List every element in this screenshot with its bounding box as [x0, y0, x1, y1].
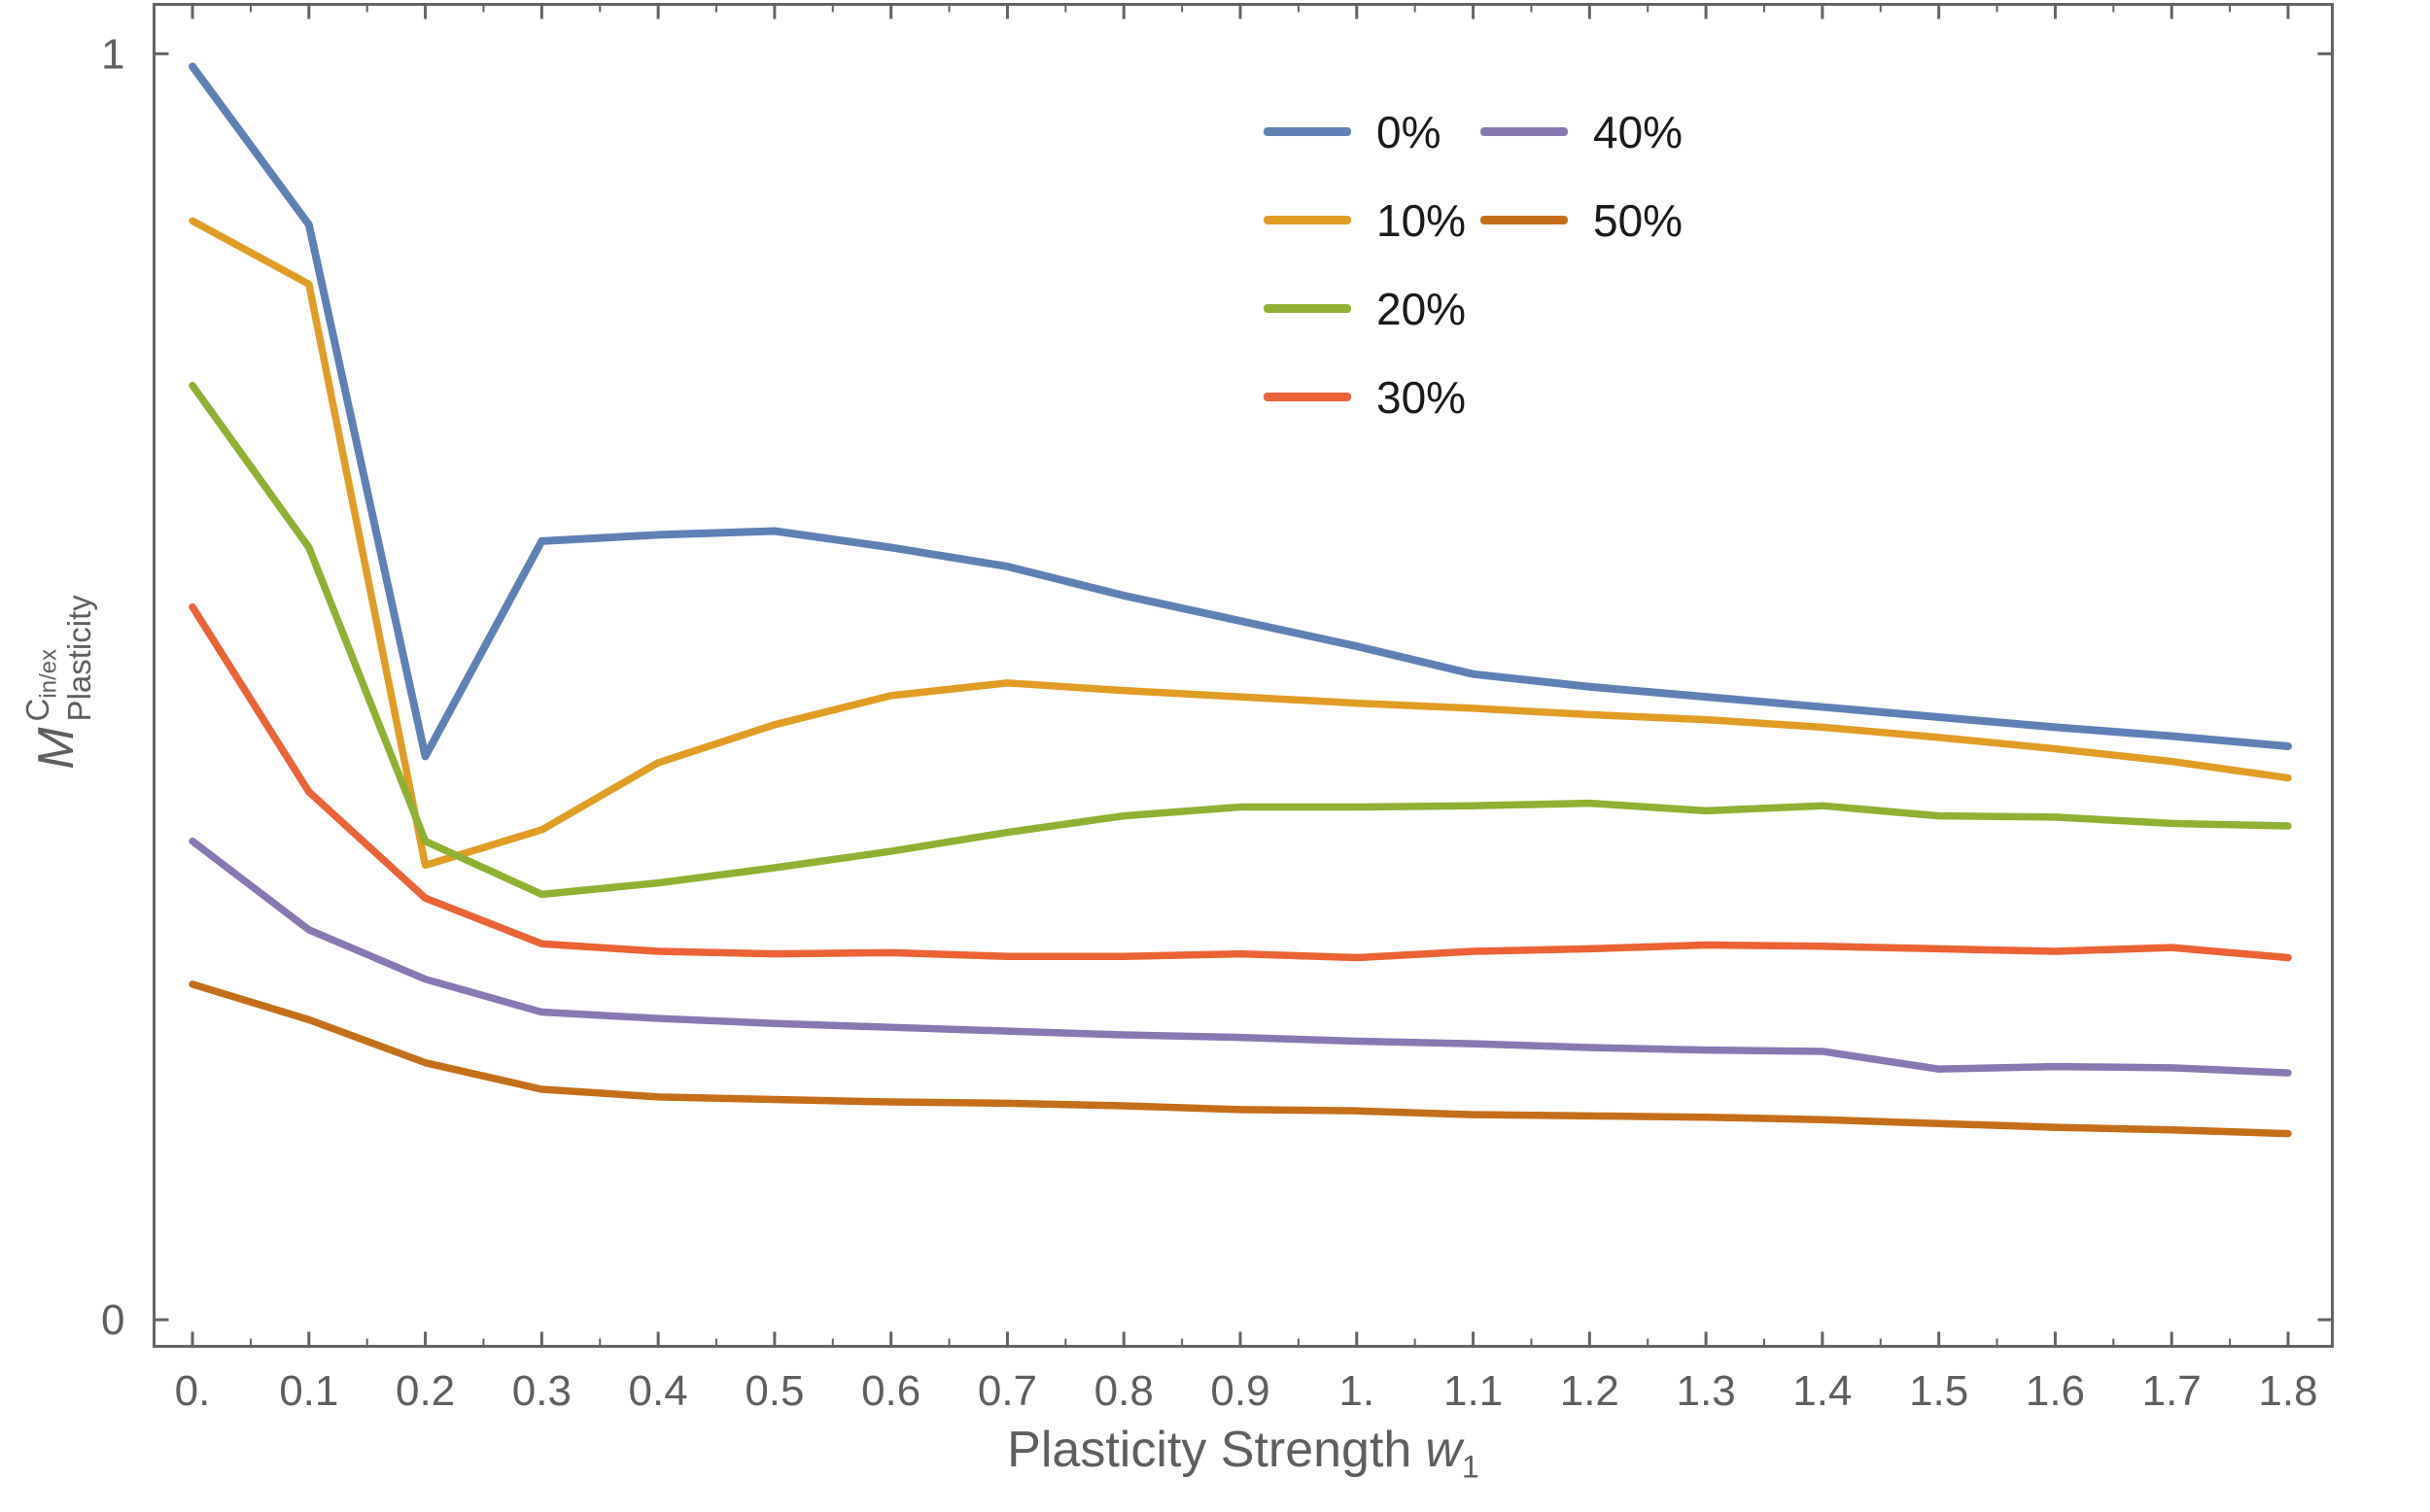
x-tick-label: 0.4 — [629, 1367, 688, 1415]
series-line-30% — [189, 602, 2292, 962]
x-tick-label: 0. — [175, 1367, 211, 1415]
x-axis-label-text: Plasticity Strength — [1007, 1422, 1412, 1478]
x-tick-label: 1.2 — [1560, 1367, 1619, 1415]
legend-label-40%: 40% — [1593, 106, 1684, 157]
y-axis-label: M Cin/ex Plasticity — [0, 391, 115, 974]
legend-item-20%: 20% — [1264, 264, 1480, 353]
legend-label-50%: 50% — [1593, 194, 1684, 246]
y-axis-label-base: M — [28, 727, 85, 770]
x-axis-label-variable-subscript: 1 — [1461, 1449, 1479, 1485]
legend-item-0%: 0% — [1264, 87, 1480, 176]
legend-item-40%: 40% — [1480, 87, 1697, 176]
x-tick-label: 0.6 — [861, 1367, 920, 1415]
legend-swatch-20% — [1264, 304, 1351, 313]
legend-item-10%: 10% — [1264, 176, 1480, 264]
x-tick-label: 1.7 — [2142, 1367, 2202, 1415]
legend-swatch-0% — [1264, 127, 1351, 136]
x-tick-label: 0.7 — [978, 1367, 1037, 1415]
legend-swatch-10% — [1264, 216, 1351, 224]
y-tick-label: 0 — [101, 1296, 124, 1344]
legend: 0% 10% 20% 30% 40% 50% — [1264, 87, 1697, 441]
x-tick-label: 0.3 — [512, 1367, 572, 1415]
x-tick-label: 0.9 — [1210, 1367, 1269, 1415]
x-tick-label: 1. — [1338, 1367, 1374, 1415]
x-tick-label: 1.5 — [1909, 1367, 1968, 1415]
x-tick-label: 1.3 — [1677, 1367, 1736, 1415]
series-line-20% — [189, 381, 2292, 899]
x-tick-label: 1.8 — [2258, 1367, 2317, 1415]
legend-item-50%: 50% — [1480, 176, 1697, 264]
legend-label-20%: 20% — [1376, 283, 1467, 334]
x-axis-label-variable: w — [1425, 1422, 1462, 1478]
legend-swatch-50% — [1480, 216, 1568, 224]
series-line-0% — [189, 62, 2292, 761]
x-tick-label: 0.1 — [279, 1367, 338, 1415]
legend-label-10%: 10% — [1376, 194, 1467, 246]
x-axis-label: Plasticity Strength w1 — [154, 1421, 2333, 1485]
x-tick-label: 0.5 — [745, 1367, 804, 1415]
y-axis-label-superscript: Cin/ex — [19, 648, 62, 722]
x-tick-label: 0.2 — [396, 1367, 455, 1415]
y-tick-label: 1 — [101, 30, 124, 78]
y-axis-label-scripts: Cin/ex Plasticity — [19, 595, 97, 722]
series-line-10% — [189, 217, 2292, 870]
series-line-40% — [189, 837, 2292, 1077]
series-line-50% — [189, 980, 2292, 1138]
legend-swatch-30% — [1264, 393, 1351, 401]
legend-label-0%: 0% — [1376, 106, 1441, 157]
plot-frame — [153, 3, 2334, 1348]
x-tick-label: 1.6 — [2026, 1367, 2085, 1415]
legend-item-30%: 30% — [1264, 353, 1480, 441]
y-axis-label-subscript: Plasticity — [60, 595, 97, 722]
legend-swatch-40% — [1480, 127, 1568, 136]
x-tick-label: 1.1 — [1443, 1367, 1503, 1415]
x-tick-label: 0.8 — [1094, 1367, 1154, 1415]
legend-label-30%: 30% — [1376, 371, 1467, 423]
x-tick-label: 1.4 — [1792, 1367, 1852, 1415]
